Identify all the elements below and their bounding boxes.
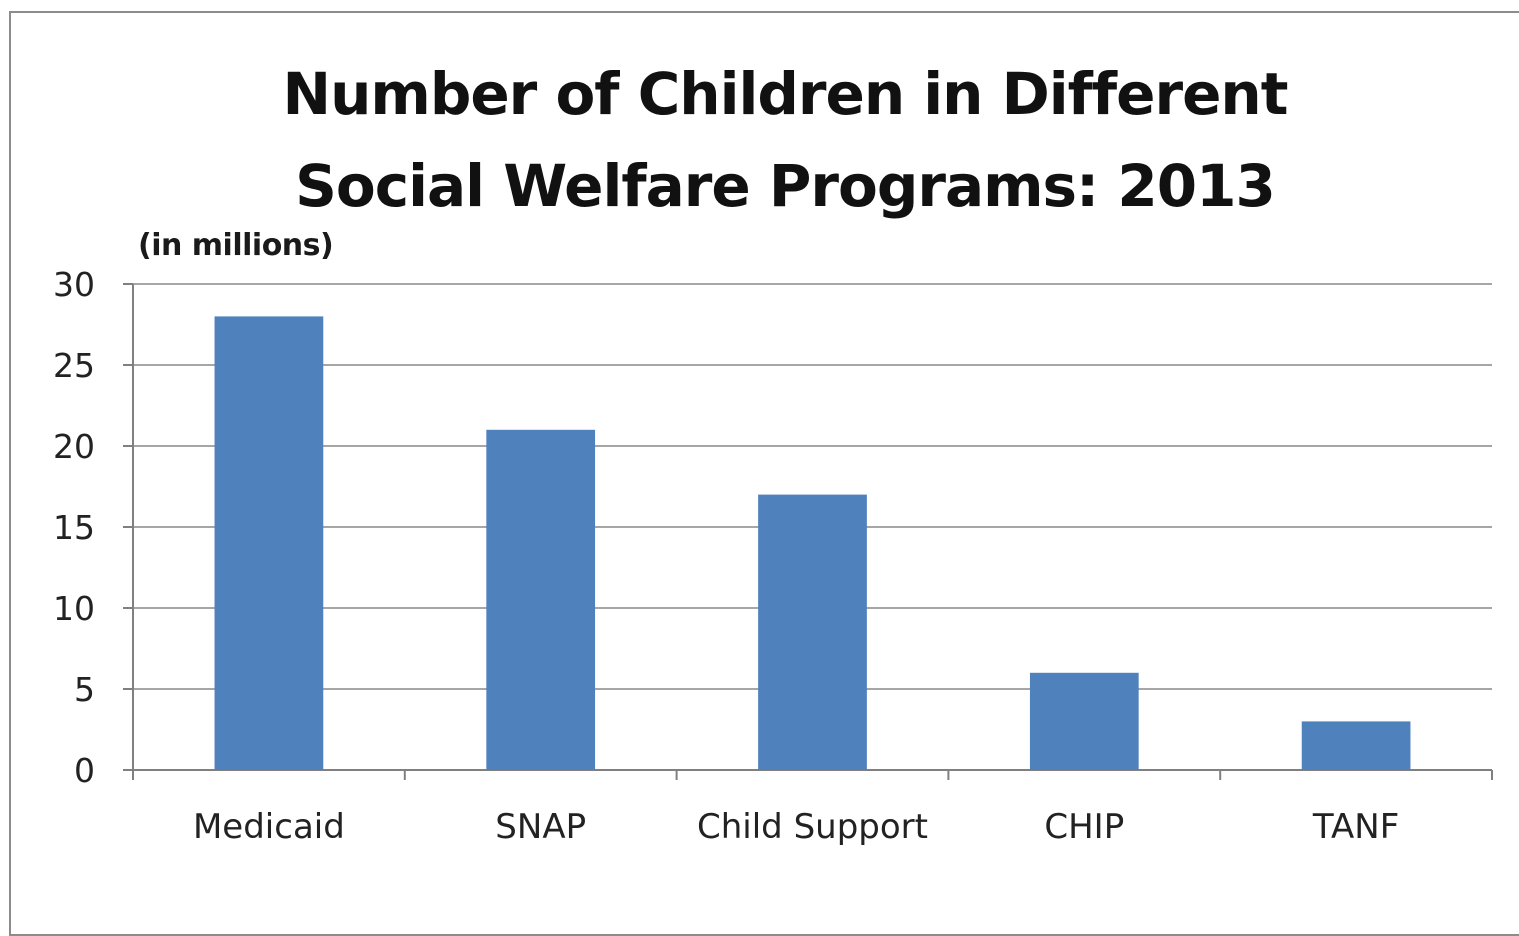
bar	[1301, 721, 1411, 770]
bar	[758, 494, 867, 770]
x-category-label: Child Support	[697, 807, 928, 847]
y-tick-label: 0	[74, 751, 95, 790]
chart-title-line-1: Number of Children in Different	[282, 60, 1289, 128]
y-tick-label: 30	[53, 265, 95, 304]
x-category-label: Medicaid	[193, 807, 345, 847]
chart-title: Number of Children in Different Social W…	[100, 48, 1470, 232]
bar	[1029, 672, 1139, 770]
bar	[214, 316, 324, 770]
y-tick-label: 20	[53, 427, 95, 466]
y-tick-label: 25	[53, 346, 95, 385]
y-tick-label: 10	[53, 589, 95, 628]
x-category-label: TANF	[1312, 807, 1399, 847]
x-category-label: SNAP	[495, 807, 586, 847]
unit-label: (in millions)	[138, 228, 334, 263]
y-tick-label: 5	[74, 670, 95, 709]
y-tick-label: 15	[53, 508, 95, 547]
x-category-label: CHIP	[1044, 807, 1124, 847]
bar	[486, 429, 596, 770]
chart-title-line-2: Social Welfare Programs: 2013	[295, 152, 1276, 220]
